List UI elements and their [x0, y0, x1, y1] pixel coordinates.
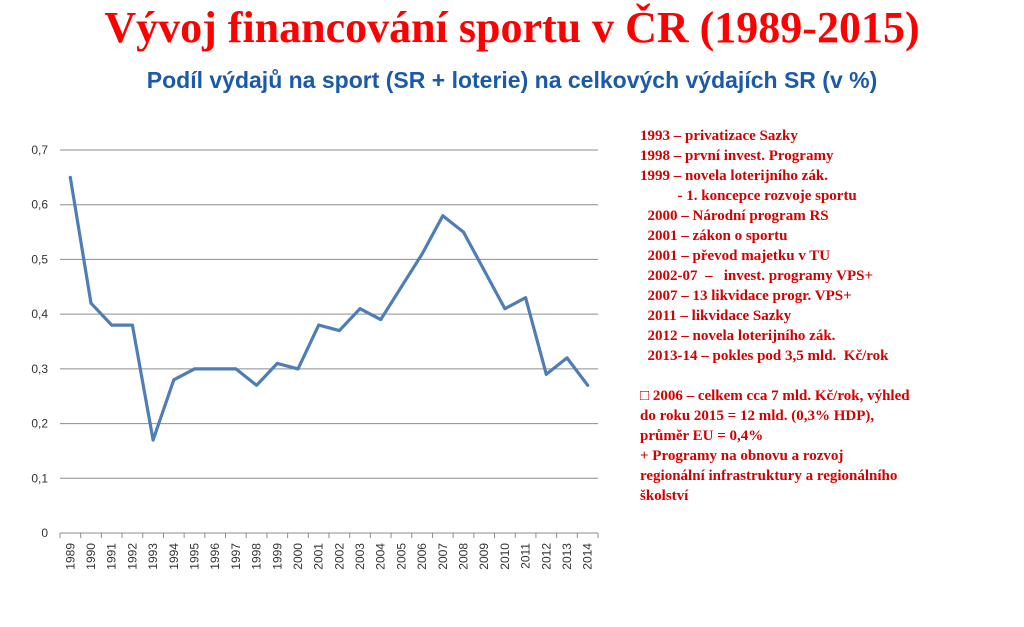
data-point: [503, 307, 507, 311]
data-point: [337, 329, 341, 333]
chart-gridlines: [60, 149, 598, 479]
x-tick-label: 2012: [539, 543, 553, 570]
data-point: [130, 323, 134, 327]
x-tick-label: 1999: [270, 543, 284, 570]
timeline-item: 2012 – novela loterijního zák.: [640, 328, 836, 344]
data-point: [399, 285, 403, 289]
data-point: [379, 318, 383, 322]
x-tick-label: 2006: [415, 543, 429, 570]
data-point: [482, 268, 486, 272]
x-tick-label: 1991: [105, 543, 119, 570]
y-tick-label: 0,3: [31, 362, 48, 376]
y-tick-label: 0,7: [31, 143, 48, 157]
y-tick-label: 0: [41, 526, 48, 540]
timeline-item: 2001 – zákon o sportu: [640, 228, 788, 244]
data-point: [151, 438, 155, 442]
data-point: [358, 307, 362, 311]
timeline-item: 2007 – 13 likvidace progr. VPS+: [640, 288, 852, 304]
timeline-item: 2002-07 – invest. programy VPS+: [640, 268, 874, 284]
x-tick-label: 2005: [394, 543, 408, 570]
x-tick-label: 1993: [146, 543, 160, 570]
data-point: [586, 383, 590, 387]
data-point: [172, 378, 176, 382]
y-tick-label: 0,4: [31, 307, 48, 321]
x-tick-label: 1989: [63, 543, 77, 570]
timeline-item: 2013-14 – pokles pod 3,5 mld. Kč/rok: [640, 348, 889, 364]
x-tick-label: 2007: [436, 543, 450, 570]
data-point: [234, 367, 238, 371]
x-tick-label: 2003: [353, 543, 367, 570]
y-tick-label: 0,1: [31, 471, 48, 485]
data-point: [544, 372, 548, 376]
timeline-item: 2000 – Národní program RS: [640, 208, 829, 224]
summary-line: □ 2006 – celkem cca 7 mld. Kč/rok, výhle…: [640, 388, 910, 404]
series-line: [68, 175, 590, 442]
chart-axes: [59, 532, 599, 538]
x-tick-label: 1995: [188, 543, 202, 570]
y-tick-label: 0,5: [31, 252, 48, 266]
timeline-item: 1993 – privatizace Sazky: [640, 128, 798, 144]
x-tick-label: 1994: [167, 543, 181, 570]
x-tick-label: 2000: [291, 543, 305, 570]
data-point: [441, 214, 445, 218]
page-subtitle: Podíl výdajů na sport (SR + loterie) na …: [146, 67, 878, 93]
data-point: [68, 175, 72, 179]
x-tick-label: 2010: [498, 543, 512, 570]
timeline-list: 1993 – privatizace Sazky 1998 – první inv…: [640, 126, 1020, 366]
timeline-item: - 1. koncepce rozvoje sportu: [640, 188, 857, 204]
summary-line: do roku 2015 = 12 mld. (0,3% HDP),: [640, 408, 875, 424]
timeline-item: 1999 – novela loterijního zák.: [640, 168, 828, 184]
x-tick-label: 2013: [560, 543, 574, 570]
checkbox-bullet-icon: □: [640, 388, 650, 404]
timeline-item: 2011 – likvidace Sazky: [640, 308, 792, 324]
summary-line: + Programy na obnovu a rozvoj: [640, 448, 844, 464]
data-point: [420, 252, 424, 256]
data-point: [296, 367, 300, 371]
data-point: [193, 367, 196, 371]
data-point: [110, 323, 114, 327]
x-tick-label: 2004: [374, 543, 388, 570]
line-chart: 00,10,20,30,40,50,60,7 1989 1990 1991 1992 1…: [31, 143, 599, 570]
y-tick-label: 0,6: [31, 198, 48, 212]
x-tick-label: 2002: [332, 543, 346, 570]
data-point: [255, 383, 259, 387]
data-point: [213, 367, 217, 371]
summary-line: regionální infrastruktury a regionálního: [640, 468, 898, 484]
summary-line: průměr EU = 0,4%: [640, 428, 764, 444]
x-tick-label: 2014: [581, 543, 595, 570]
x-tick-label: 1990: [84, 543, 98, 570]
x-tick-label: 1992: [125, 543, 139, 570]
x-tick-label: 2009: [477, 543, 491, 570]
timeline-item: 2001 – převod majetku v TU: [640, 248, 831, 264]
timeline-item: 1998 – první invest. Programy: [640, 148, 834, 164]
x-tick-label: 2011: [519, 543, 533, 569]
x-tick-labels: 1989 1990 1991 1992 1993 1994 1995 1996 1997 1998…: [63, 543, 594, 570]
notes-panel: 1993 – privatizace Sazky 1998 – první inv…: [640, 126, 1020, 506]
data-point: [275, 361, 279, 365]
data-point: [317, 323, 321, 327]
summary-block: □ 2006 – celkem cca 7 mld. Kč/rok, výhle…: [640, 386, 1020, 506]
data-point: [524, 296, 528, 300]
page-title: Vývoj financování sportu v ČR (1989-2015…: [104, 3, 920, 52]
x-tick-label: 2001: [312, 543, 326, 570]
y-tick-label: 0,2: [31, 417, 48, 431]
data-point: [89, 301, 93, 305]
x-tick-label: 1998: [250, 543, 264, 570]
data-point: [462, 230, 465, 234]
x-tick-label: 1997: [229, 543, 243, 570]
x-tick-label: 2008: [457, 543, 471, 570]
summary-line: školství: [640, 488, 689, 504]
x-tick-label: 1996: [208, 543, 222, 570]
chart-series: [68, 175, 590, 442]
data-point: [565, 356, 569, 360]
y-tick-labels: 0 0,1 0,2 0,3 0,4 0,5 0,6 0,7: [31, 143, 48, 540]
